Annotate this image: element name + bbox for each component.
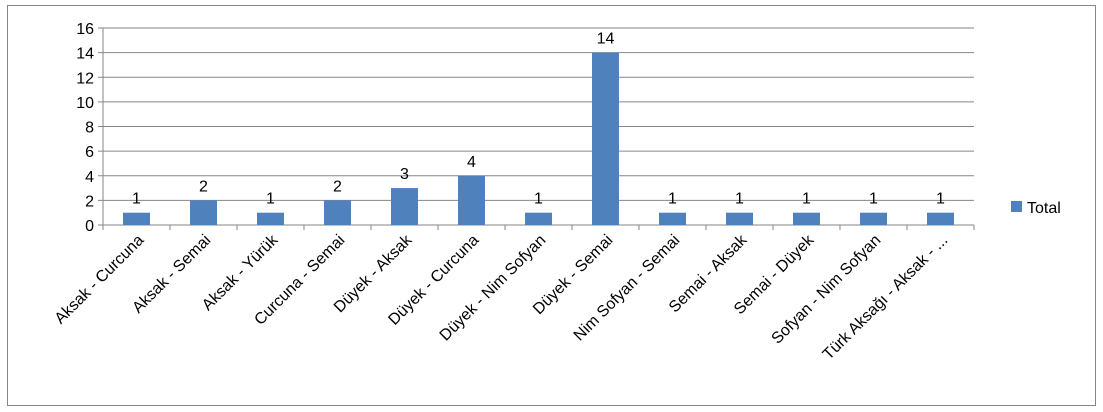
y-tick-label: 16	[76, 21, 94, 38]
y-tick-label: 2	[85, 193, 94, 210]
bar	[123, 212, 150, 225]
y-tick-label: 14	[76, 46, 94, 63]
y-tick-label: 12	[76, 70, 94, 87]
data-label: 1	[869, 191, 878, 208]
bar	[592, 52, 619, 225]
bar	[257, 212, 284, 225]
legend-swatch	[1011, 201, 1022, 212]
y-tick-label: 0	[85, 218, 94, 235]
bar	[324, 200, 351, 225]
data-label: 1	[132, 191, 141, 208]
data-label: 1	[802, 191, 811, 208]
data-label: 2	[333, 178, 342, 195]
y-tick-label: 6	[85, 144, 94, 161]
data-label: 14	[597, 31, 615, 48]
chart-frame	[7, 5, 1096, 406]
data-label: 2	[199, 178, 208, 195]
data-label: 1	[668, 191, 677, 208]
x-tick-label: Türk Aksağı - Aksak - ...	[820, 232, 951, 363]
x-tick-label: Aksak - Curcuna	[52, 232, 148, 328]
bar	[659, 212, 686, 225]
data-label: 1	[534, 191, 543, 208]
bar	[927, 212, 954, 225]
y-tick-label: 8	[85, 120, 94, 137]
y-tick-label: 10	[76, 95, 94, 112]
data-label: 4	[467, 154, 476, 171]
bar	[726, 212, 753, 225]
bar	[391, 188, 418, 225]
bar	[860, 212, 887, 225]
data-label: 1	[266, 191, 275, 208]
bar	[525, 212, 552, 225]
data-label: 1	[936, 191, 945, 208]
bar	[458, 175, 485, 225]
bar	[190, 200, 217, 225]
legend-label: Total	[1027, 200, 1061, 217]
y-tick-label: 4	[85, 169, 94, 186]
data-label: 1	[735, 191, 744, 208]
data-label: 3	[400, 166, 409, 183]
bar	[793, 212, 820, 225]
x-tick-label: Sofyan - Nim Sofyan	[769, 232, 885, 348]
